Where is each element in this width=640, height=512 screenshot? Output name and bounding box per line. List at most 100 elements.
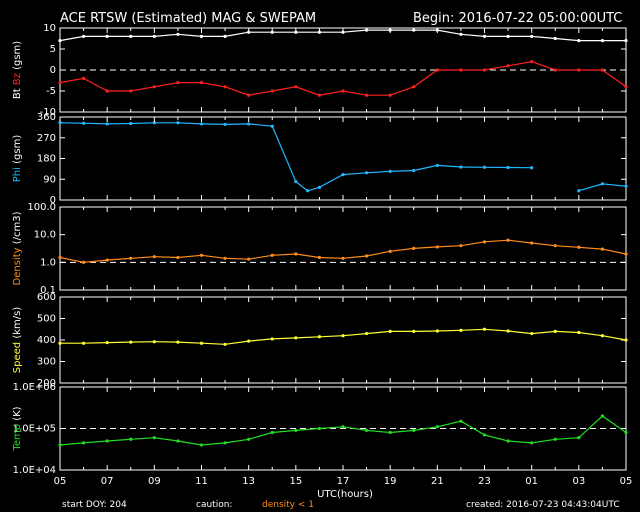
data-point xyxy=(270,253,274,257)
data-point xyxy=(506,329,510,333)
data-point xyxy=(223,85,227,89)
data-point xyxy=(105,258,109,262)
data-point xyxy=(199,34,204,39)
data-point xyxy=(199,341,204,345)
data-point xyxy=(506,34,510,39)
data-point xyxy=(388,329,392,333)
data-point xyxy=(317,335,322,339)
y-axis-label-part: Phi xyxy=(12,167,23,182)
data-point xyxy=(364,171,369,175)
series-line xyxy=(59,122,627,192)
data-point xyxy=(506,238,510,242)
x-tick-label: 09 xyxy=(148,476,161,487)
y-tick-label: 1.0E+04 xyxy=(13,465,56,476)
data-point xyxy=(152,121,156,125)
data-point xyxy=(294,179,298,184)
x-tick-label: 03 xyxy=(572,476,585,487)
data-point xyxy=(435,68,439,72)
data-point xyxy=(129,34,133,39)
data-point xyxy=(412,168,416,173)
data-point xyxy=(482,165,487,169)
data-point xyxy=(105,340,109,345)
x-tick-label: 23 xyxy=(478,476,491,487)
data-point xyxy=(129,89,133,93)
data-point xyxy=(341,334,345,338)
data-point xyxy=(317,185,322,189)
series-bz xyxy=(58,60,628,97)
y-tick-label: 1.0E+06 xyxy=(13,382,56,393)
data-point xyxy=(624,85,628,89)
x-tick-label: 17 xyxy=(337,476,350,487)
y-axis-label: Bt Bz (gsm) xyxy=(12,41,23,99)
data-point xyxy=(482,34,487,39)
data-point xyxy=(530,34,534,39)
data-point xyxy=(412,85,416,89)
panel-frame xyxy=(59,116,627,201)
data-point xyxy=(341,89,345,93)
data-point xyxy=(176,439,180,443)
begin-time: Begin: 2016-07-22 05:00:00UTC xyxy=(413,11,623,26)
y-axis-label-part: (/cm3) xyxy=(12,211,23,247)
data-point xyxy=(459,32,463,36)
data-point xyxy=(176,255,180,260)
y-tick-label: 200 xyxy=(37,378,56,389)
data-point xyxy=(482,240,487,244)
data-point xyxy=(530,331,534,336)
data-point xyxy=(199,253,204,257)
x-tick-label: 11 xyxy=(195,476,208,487)
data-point xyxy=(624,338,628,342)
data-point xyxy=(364,93,369,97)
data-point xyxy=(294,252,298,256)
x-tick-label: 07 xyxy=(101,476,114,487)
data-point xyxy=(506,64,510,68)
data-point xyxy=(317,30,322,34)
y-tick-label: 0.1 xyxy=(40,285,56,296)
y-axis-label-part: (gsm) xyxy=(12,135,23,167)
data-point xyxy=(435,163,439,168)
data-point xyxy=(600,334,605,338)
data-point xyxy=(624,252,628,256)
y-tick-label: 5 xyxy=(50,44,56,55)
data-point xyxy=(223,34,227,39)
x-tick-label: 05 xyxy=(54,476,67,487)
panel-frame xyxy=(59,296,627,384)
y-tick-label: 10.0 xyxy=(34,230,56,241)
data-point xyxy=(317,93,322,97)
data-point xyxy=(81,341,86,345)
data-point xyxy=(294,428,298,432)
data-point xyxy=(600,39,605,43)
data-point xyxy=(152,436,156,440)
data-point xyxy=(459,165,463,169)
data-point xyxy=(341,425,345,429)
data-point xyxy=(364,254,369,258)
data-point xyxy=(58,39,62,43)
y-tick-label: 270 xyxy=(37,133,56,144)
data-point xyxy=(530,241,534,245)
series-line xyxy=(59,415,627,446)
y-tick-label: -10 xyxy=(40,107,56,118)
data-point xyxy=(577,68,581,72)
y-axis-label: Temp (K) xyxy=(12,406,23,451)
data-point xyxy=(530,441,534,445)
data-point xyxy=(199,443,204,447)
data-point xyxy=(388,430,392,435)
data-point xyxy=(152,340,156,344)
y-axis-label-part: Temp xyxy=(12,424,23,452)
x-tick-label: 15 xyxy=(289,476,302,487)
y-tick-label: 100.0 xyxy=(27,202,56,213)
y-axis-label: Phi (gsm) xyxy=(12,135,23,183)
y-axis-label-part: (K) xyxy=(12,406,23,424)
y-axis-label-part: (gsm) xyxy=(12,41,23,73)
data-point xyxy=(129,437,133,441)
data-point xyxy=(506,165,510,170)
data-point xyxy=(247,93,251,97)
data-point xyxy=(81,34,86,39)
data-point xyxy=(152,85,156,89)
data-point xyxy=(459,419,463,423)
y-tick-label: 90 xyxy=(43,174,56,185)
data-point xyxy=(459,328,463,332)
data-point xyxy=(553,437,557,441)
data-point xyxy=(270,89,274,93)
x-tick-label: 13 xyxy=(242,476,255,487)
